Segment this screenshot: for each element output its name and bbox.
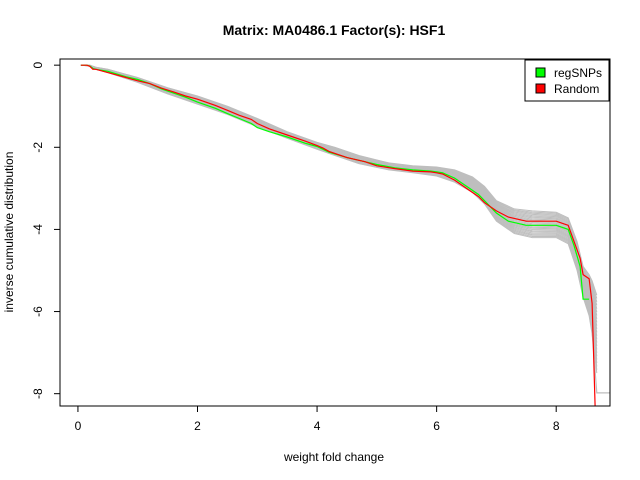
background-run-line bbox=[80, 64, 598, 350]
background-run-line bbox=[80, 64, 598, 303]
y-axis: 0 -2 -4 -6 -8 bbox=[31, 62, 61, 399]
background-run-line bbox=[80, 64, 598, 326]
chart-title: Matrix: MA0486.1 Factor(s): HSF1 bbox=[223, 22, 446, 38]
background-run-line bbox=[80, 64, 598, 374]
background-run-line bbox=[80, 64, 598, 343]
y-tick-label: -6 bbox=[31, 306, 45, 317]
y-axis-label: inverse cumulative distribution bbox=[2, 152, 16, 313]
background-run-line bbox=[80, 64, 598, 309]
x-tick-label: 2 bbox=[194, 419, 201, 433]
background-run-line bbox=[80, 64, 598, 296]
plot-frame bbox=[59, 58, 611, 407]
series-line-regsnps bbox=[80, 64, 590, 300]
y-tick-label: -8 bbox=[31, 388, 45, 399]
y-tick-label: -4 bbox=[31, 224, 45, 235]
legend-label-random: Random bbox=[554, 82, 599, 96]
series-lines bbox=[80, 64, 596, 407]
background-runs bbox=[80, 64, 610, 394]
y-tick-label: 0 bbox=[31, 62, 45, 69]
x-axis: 0 2 4 6 8 bbox=[75, 405, 560, 433]
legend: regSNPs Random bbox=[524, 59, 610, 102]
background-run-line bbox=[80, 64, 598, 299]
legend-key-random bbox=[535, 83, 546, 94]
background-run-line bbox=[80, 64, 598, 347]
x-tick-label: 0 bbox=[75, 419, 82, 433]
y-tick-label: -2 bbox=[31, 142, 45, 153]
background-run-line bbox=[80, 64, 598, 333]
x-axis-label: weight fold change bbox=[283, 450, 384, 464]
background-run-line bbox=[80, 64, 598, 323]
background-run-line bbox=[80, 64, 598, 316]
background-run-line bbox=[80, 64, 598, 330]
background-run-line bbox=[80, 64, 598, 306]
legend-box bbox=[524, 59, 610, 102]
x-tick-label: 4 bbox=[314, 419, 321, 433]
x-tick-label: 6 bbox=[433, 419, 440, 433]
series-line-random bbox=[80, 64, 596, 407]
background-run-line bbox=[80, 64, 598, 313]
background-run-line bbox=[80, 64, 598, 340]
legend-label-regsnps: regSNPs bbox=[554, 66, 602, 80]
background-run-line bbox=[80, 64, 598, 320]
x-tick-label: 8 bbox=[553, 419, 560, 433]
legend-key-regsnps bbox=[535, 67, 546, 78]
background-run-line bbox=[80, 64, 598, 336]
